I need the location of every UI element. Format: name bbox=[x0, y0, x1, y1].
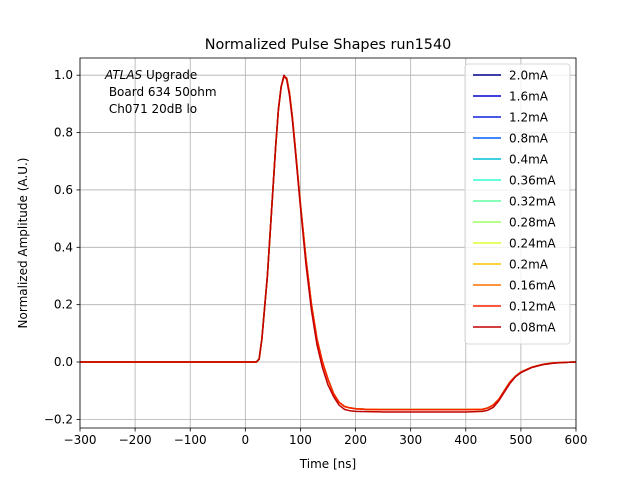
y-tick-label: 0.8 bbox=[54, 126, 73, 140]
legend-label: 0.8mA bbox=[509, 132, 549, 146]
x-tick-label: 400 bbox=[454, 433, 477, 447]
legend-box bbox=[464, 63, 571, 345]
x-tick-label: −300 bbox=[64, 433, 97, 447]
legend-label: 1.2mA bbox=[509, 111, 549, 125]
y-axis-label: Normalized Amplitude (A.U.) bbox=[16, 158, 30, 329]
series-line-0.08mA bbox=[80, 74, 577, 413]
x-tick-label: 200 bbox=[344, 433, 367, 447]
legend-label: 1.6mA bbox=[509, 90, 549, 104]
legend-label: 0.4mA bbox=[509, 153, 549, 167]
x-axis-ticks: −300 −200 −100 0 100 200 300 400 500 600 bbox=[64, 428, 588, 447]
y-tick-label: 0.6 bbox=[54, 183, 73, 197]
x-tick-label: −200 bbox=[119, 433, 152, 447]
x-tick-label: 600 bbox=[565, 433, 588, 447]
legend-label: 0.16mA bbox=[509, 279, 556, 293]
legend: 2.0mA 1.6mA 1.2mA 0.8mA 0.4mA 0.36mA 0.32mA 0.2… bbox=[464, 63, 571, 345]
y-axis-ticks: −0.2 0.0 0.2 0.4 0.6 0.8 1.0 bbox=[44, 68, 80, 426]
y-tick-label: 0.0 bbox=[54, 355, 73, 369]
x-tick-label: 100 bbox=[289, 433, 312, 447]
series-lines bbox=[80, 74, 577, 413]
x-tick-label: 300 bbox=[399, 433, 422, 447]
x-axis-label: Time [ns] bbox=[299, 457, 356, 471]
legend-label: 0.08mA bbox=[509, 321, 556, 335]
legend-label: 0.36mA bbox=[509, 174, 556, 188]
legend-label: 0.2mA bbox=[509, 258, 549, 272]
legend-label: 2.0mA bbox=[509, 69, 549, 83]
annotation: ATLAS Upgrade Board 634 50ohm Ch071 20dB… bbox=[104, 68, 217, 116]
annotation-atlas: ATLAS bbox=[104, 68, 143, 82]
annotation-line-2: Board 634 50ohm bbox=[105, 85, 217, 99]
x-tick-label: 500 bbox=[509, 433, 532, 447]
plot-frame bbox=[79, 57, 577, 429]
x-tick-label: −100 bbox=[174, 433, 207, 447]
y-tick-label: 0.2 bbox=[54, 298, 73, 312]
annotation-line-3: Ch071 20dB lo bbox=[105, 102, 197, 116]
y-tick-label: 1.0 bbox=[54, 68, 73, 82]
annotation-upgrade: Upgrade bbox=[142, 68, 197, 82]
annotation-line-1: ATLAS Upgrade bbox=[104, 68, 197, 82]
legend-label: 0.12mA bbox=[509, 300, 556, 314]
legend-label: 0.32mA bbox=[509, 195, 556, 209]
legend-label: 0.28mA bbox=[509, 216, 556, 230]
x-tick-label: 0 bbox=[242, 433, 250, 447]
chart-title: Normalized Pulse Shapes run1540 bbox=[205, 37, 452, 53]
y-tick-label: 0.4 bbox=[54, 240, 73, 254]
legend-label: 0.24mA bbox=[509, 237, 556, 251]
y-tick-label: −0.2 bbox=[44, 412, 73, 426]
